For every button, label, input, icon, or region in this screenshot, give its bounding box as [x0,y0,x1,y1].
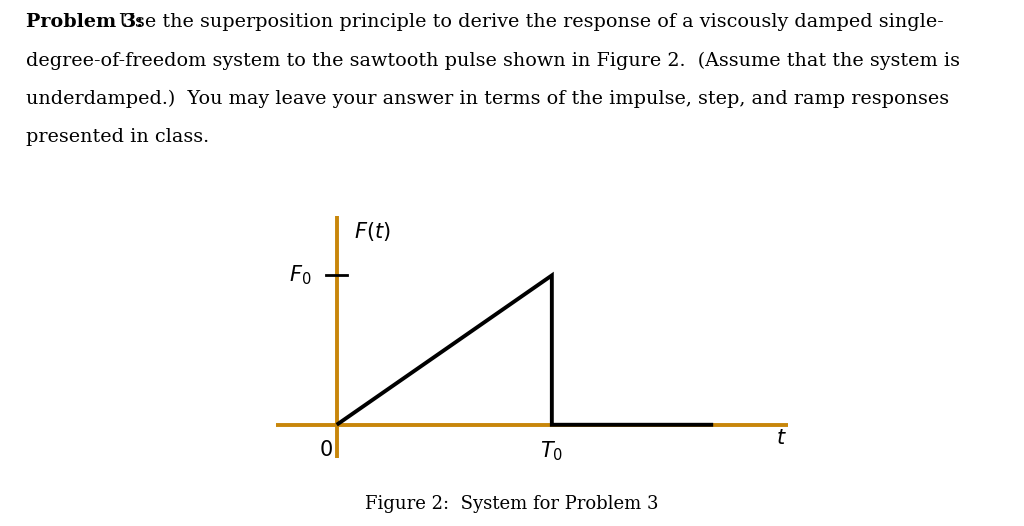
Text: $F(t)$: $F(t)$ [354,220,390,243]
Text: presented in class.: presented in class. [26,128,209,146]
Text: underdamped.)  You may leave your answer in terms of the impulse, step, and ramp: underdamped.) You may leave your answer … [26,90,948,108]
Text: Use the superposition principle to derive the response of a viscously damped sin: Use the superposition principle to deriv… [119,13,943,31]
Text: $F_0$: $F_0$ [289,264,311,287]
Text: degree-of-freedom system to the sawtooth pulse shown in Figure 2.  (Assume that : degree-of-freedom system to the sawtooth… [26,52,959,70]
Text: Problem 3:: Problem 3: [26,13,143,31]
Text: $t$: $t$ [775,429,786,448]
Text: $0$: $0$ [319,440,333,460]
Text: Figure 2:  System for Problem 3: Figure 2: System for Problem 3 [366,495,658,513]
Text: $T_0$: $T_0$ [541,440,563,463]
